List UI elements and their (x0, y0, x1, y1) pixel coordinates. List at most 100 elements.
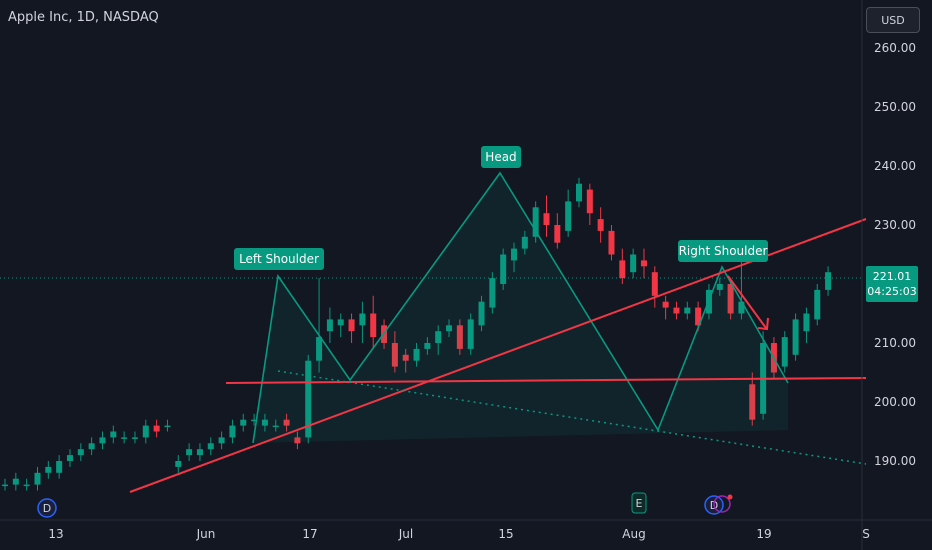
time-tick-label: 15 (498, 527, 513, 541)
candle-body (478, 301, 485, 326)
candle-body (207, 443, 214, 450)
price-tick-label: 190.00 (874, 454, 916, 468)
price-tick-label: 200.00 (874, 395, 916, 409)
pattern-label: Head (485, 150, 516, 164)
candle-body (640, 260, 647, 267)
candle-body (413, 348, 420, 361)
candle-body (391, 343, 398, 367)
candle-body (424, 343, 431, 349)
pattern-label-box (234, 248, 324, 270)
candle-body (110, 431, 117, 438)
time-tick-label: Jun (196, 527, 216, 541)
symbol-title: Apple Inc, 1D, NASDAQ (8, 10, 159, 25)
time-tick-label: 17 (302, 527, 317, 541)
candle-body (467, 319, 474, 349)
candle-body (738, 301, 745, 314)
candle-body (251, 419, 258, 422)
candle-body (34, 472, 41, 485)
candle-body (294, 437, 301, 444)
candle-body (814, 289, 821, 320)
candle-body (186, 449, 193, 456)
candle-body (121, 437, 128, 439)
candle-body (684, 307, 691, 314)
candle-body (196, 449, 203, 456)
candle-body (489, 278, 496, 308)
price-tick-label: 260.00 (874, 41, 916, 55)
candle-body (575, 183, 582, 202)
candle-body (240, 419, 247, 426)
candle-body (131, 437, 138, 439)
candle-body (511, 248, 518, 261)
candle-body (99, 437, 106, 444)
candle-body (229, 425, 236, 438)
candle-body (370, 313, 377, 338)
candle-body (77, 449, 84, 456)
candle-body (695, 307, 702, 326)
candle-body (803, 313, 810, 332)
candle-body (608, 230, 615, 255)
bar-countdown: 04:25:03 (867, 285, 917, 298)
candle-body (359, 313, 366, 326)
last-price-tag: 221.01 04:25:03 (866, 266, 918, 302)
pattern-fill (253, 173, 788, 443)
pattern-outline (252, 171, 789, 444)
candle-body (305, 360, 312, 438)
event-dot (727, 494, 733, 500)
candle-body (175, 461, 182, 467)
candle-body (56, 461, 63, 473)
candle-body (619, 260, 626, 279)
dividend-marker[interactable] (37, 498, 57, 518)
candle-body (456, 325, 463, 349)
candle-body (2, 484, 8, 487)
candle-body (435, 331, 442, 343)
candle-body (651, 272, 658, 296)
candle-body (597, 219, 604, 231)
earnings-marker[interactable] (631, 492, 647, 514)
last-price: 221.01 (872, 270, 912, 283)
neckline (225, 377, 867, 384)
candle-body (792, 319, 799, 355)
candle-body (532, 207, 539, 237)
candle-body (45, 466, 52, 473)
candle-body (565, 201, 572, 231)
forecast-arrow-head (757, 317, 769, 331)
candle-body (218, 437, 225, 444)
candle-body (88, 443, 95, 450)
candle-body (673, 307, 680, 314)
trendline (129, 218, 867, 493)
pattern-label-box (481, 146, 521, 168)
candle-body (781, 337, 788, 367)
currency-selector[interactable]: USD (866, 7, 920, 33)
candle-body (12, 478, 19, 485)
candle-body (348, 319, 355, 332)
candle-body (23, 484, 30, 487)
candle-body (283, 419, 290, 426)
candle-body (326, 319, 333, 332)
price-tick-label: 250.00 (874, 100, 916, 114)
candle-body (586, 189, 593, 214)
candle-body (630, 254, 637, 273)
time-tick-label: S (862, 527, 870, 541)
candle-body (521, 236, 528, 249)
candle-body (446, 325, 453, 332)
candle-body (153, 425, 160, 432)
candle-body (543, 213, 550, 225)
candle-body (749, 384, 756, 420)
candle-body (66, 455, 73, 461)
forecast-arrow (727, 275, 767, 329)
pattern-label: Right Shoulder (679, 244, 768, 258)
candle-body (500, 254, 507, 284)
candle-body (727, 284, 734, 314)
time-tick-label: 13 (48, 527, 63, 541)
candle-body (716, 284, 723, 290)
candle-body (662, 301, 669, 308)
candle-body (261, 419, 268, 426)
candle-body (825, 272, 832, 290)
candle-body (402, 354, 409, 361)
candle-body (316, 337, 323, 361)
pattern-label-box (678, 240, 768, 262)
candle-body (164, 425, 171, 428)
candle-body (554, 225, 561, 243)
candle-body (142, 425, 149, 438)
